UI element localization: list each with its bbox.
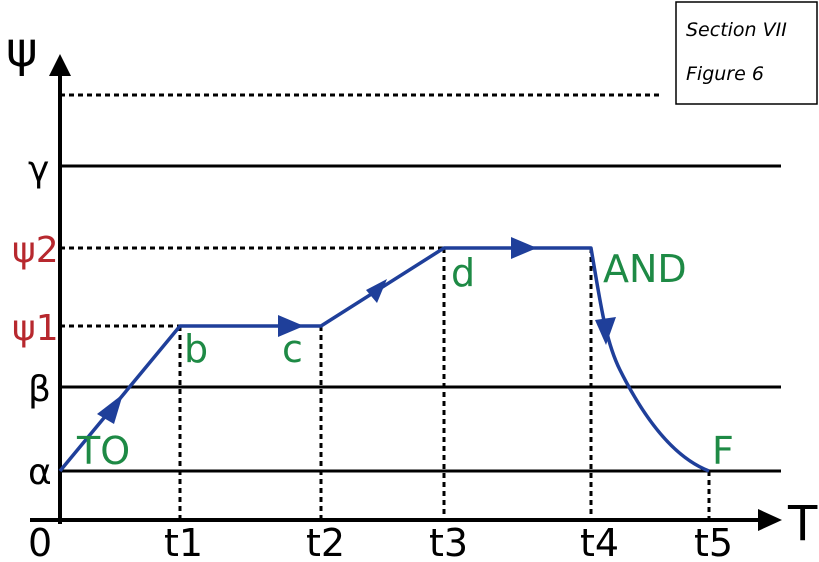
t4-label: t4 — [580, 521, 619, 562]
descent-label: AND — [603, 247, 687, 291]
t1-label: t1 — [164, 521, 203, 562]
point-b-label: b — [184, 327, 208, 371]
note-line-2: Figure 6 — [686, 63, 764, 85]
t3-label: t3 — [429, 521, 468, 562]
x-axis-arrow-icon — [758, 509, 782, 531]
direction-arrow-icon — [595, 317, 616, 345]
end-point-label: F — [712, 429, 734, 473]
psi1-label: ψ1 — [12, 308, 59, 349]
direction-arrow-icon — [278, 315, 304, 337]
direction-arrow-icon — [97, 394, 123, 424]
direction-arrow-icon — [511, 237, 537, 259]
gamma-label: γ — [28, 149, 49, 190]
trajectory-curve — [58, 246, 710, 473]
beta-label: β — [28, 369, 51, 410]
y-axis-name: ψ — [6, 22, 38, 78]
t5-label: t5 — [694, 521, 733, 562]
x-axis-name: T — [787, 496, 818, 552]
point-c-label: c — [282, 327, 303, 371]
psi2-label: ψ2 — [12, 230, 59, 271]
note-box — [675, 1, 818, 105]
alpha-label: α — [28, 452, 52, 493]
direction-arrow-icon — [366, 279, 387, 303]
note-line-1: Section VII — [686, 19, 787, 41]
t2-label: t2 — [306, 521, 345, 562]
start-point-label: TO — [76, 429, 130, 473]
y-axis-arrow-icon — [49, 54, 71, 76]
origin-label: 0 — [28, 521, 52, 562]
point-d-label: d — [451, 251, 475, 295]
